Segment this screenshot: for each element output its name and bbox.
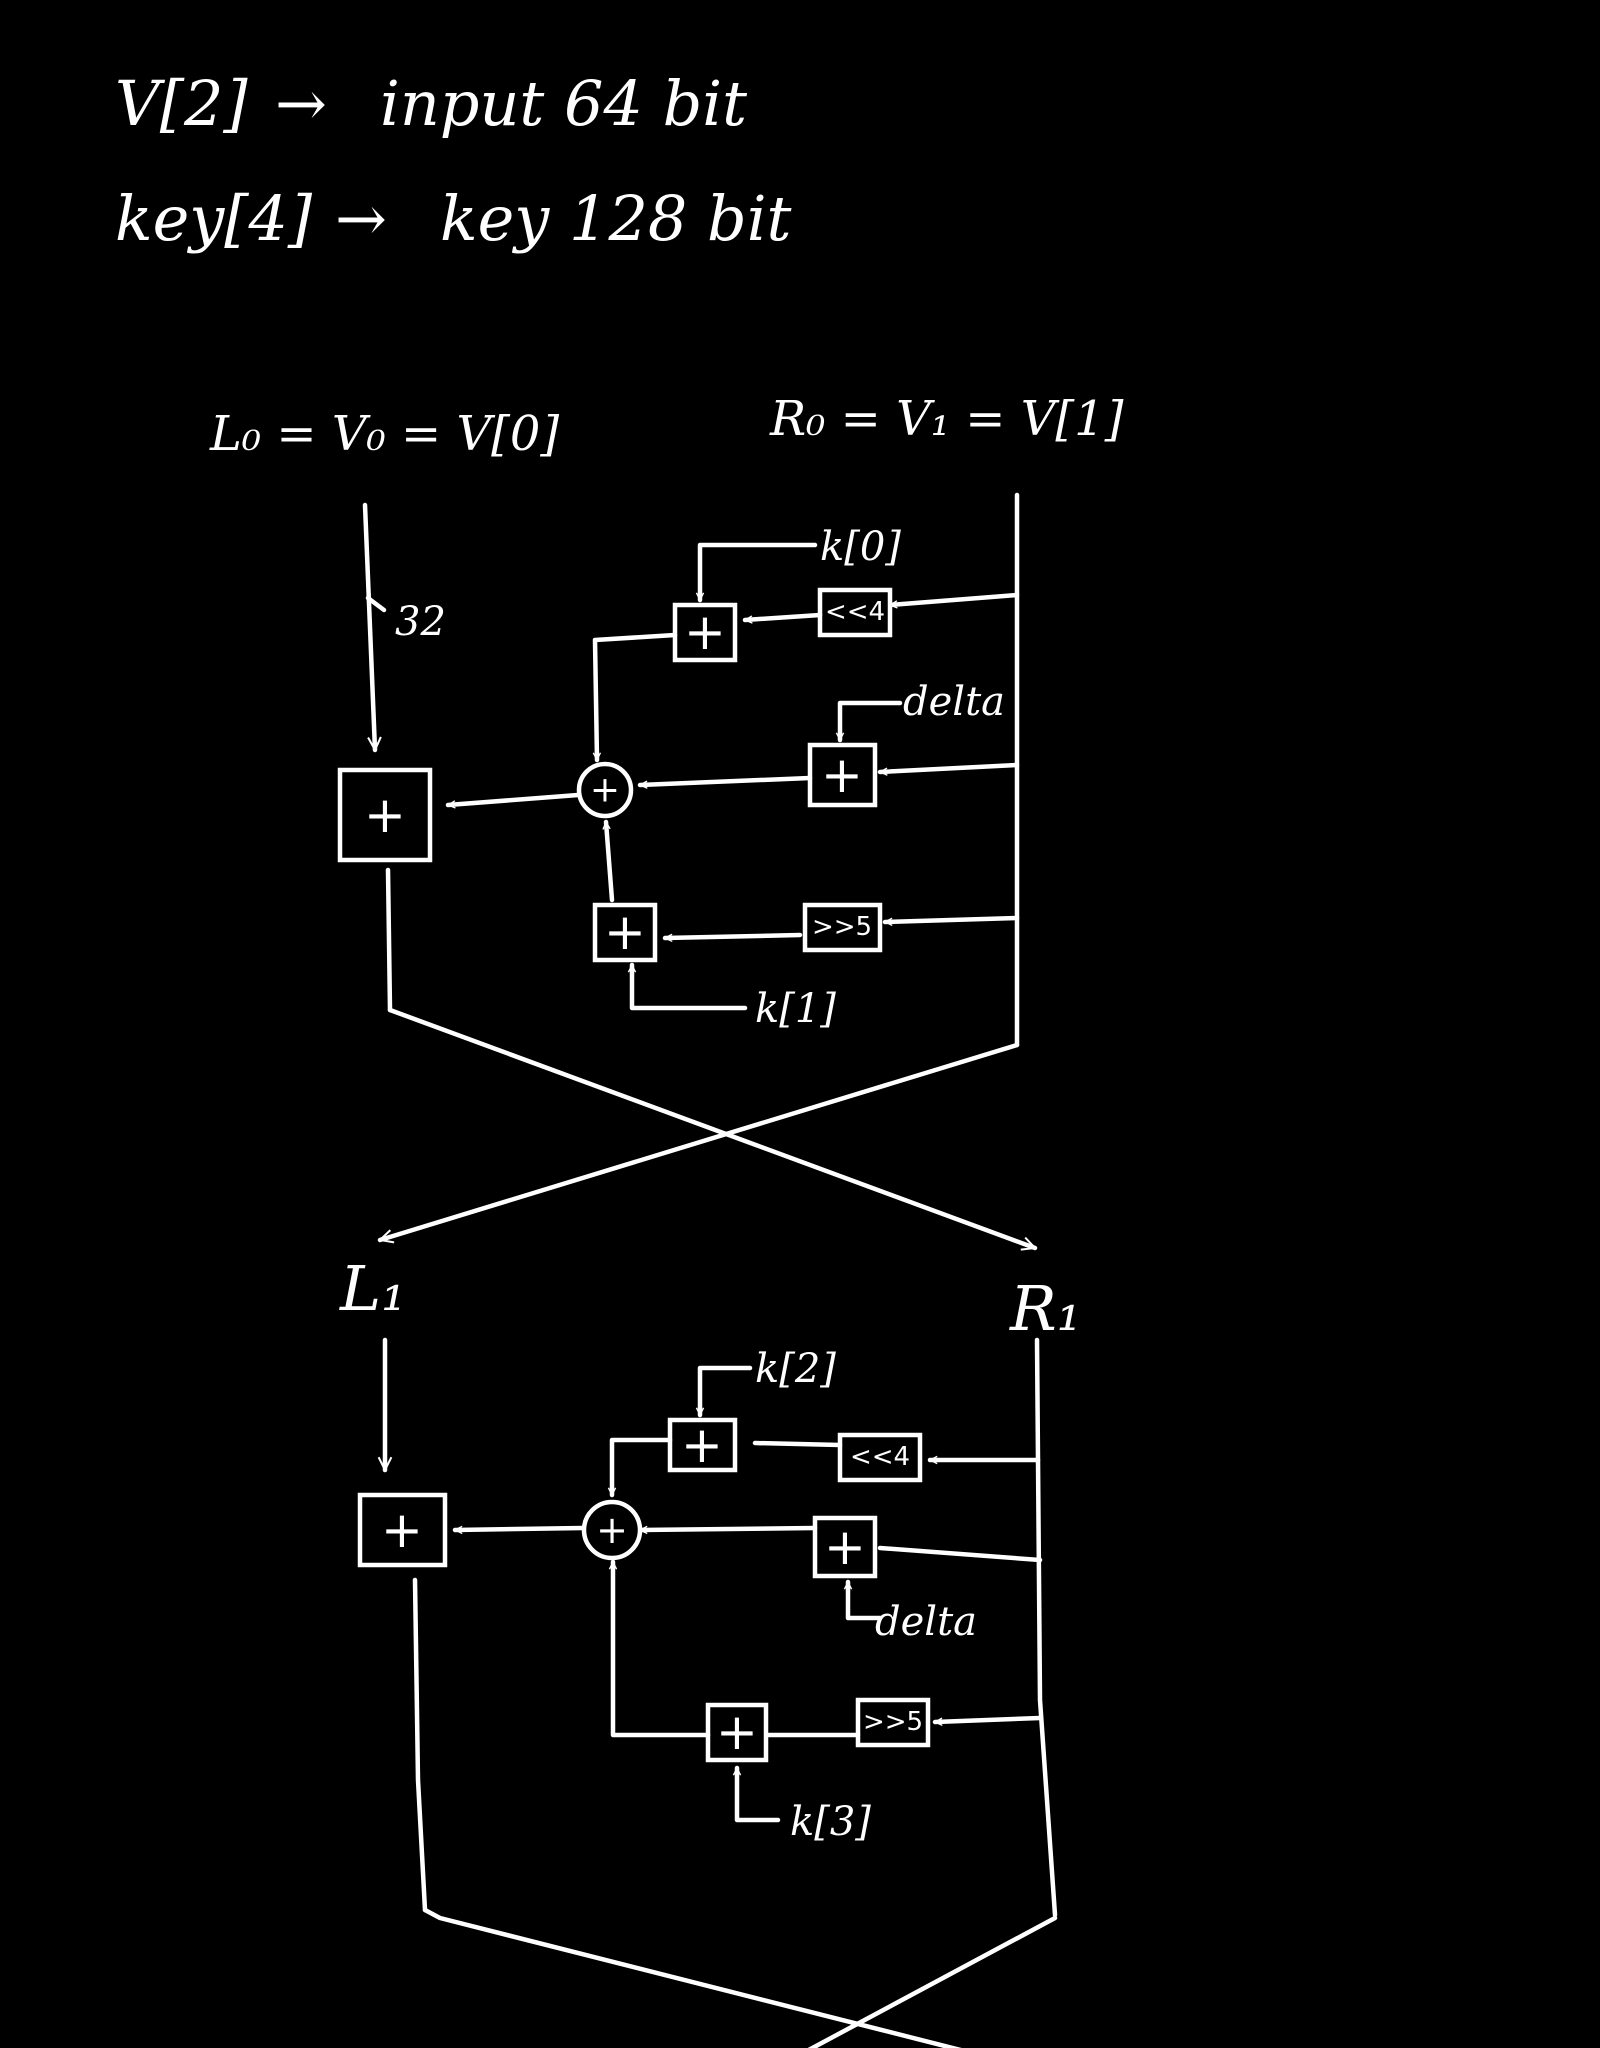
bus-width-label: 32 [395,599,446,645]
add-k2-to-xor-line [612,1437,673,1498]
k3-label: k[3] [790,1799,871,1845]
add-delta-to-xor-line [637,775,813,785]
l-adder-round2-output-line [412,1577,428,1913]
k0-label: k[0] [820,524,901,570]
add-k2-symbol: + [681,1416,723,1474]
add-delta-round2-symbol: + [824,1518,866,1576]
shl-to-add1-line [742,612,823,620]
shl-box-round2 [837,1432,923,1483]
l0-label: L₀ = V₀ = V[0] [209,406,559,462]
input-description: input 64 bit [380,67,747,140]
add-k1-to-xor-line [606,819,615,903]
k2-feed-line [700,1365,753,1418]
shl-to-add-k2-line [752,1440,843,1448]
add-k3-box [705,1702,769,1763]
swap-round2-line-a [422,1907,962,2048]
key-description: key 128 bit [440,182,792,255]
delta-label: delta [903,679,1005,725]
r0-label: R₀ = V₁ = V[1] [769,391,1124,447]
add-k1-box [592,902,658,963]
xor-symbol-round1: + [590,770,620,811]
l-adder-round2 [357,1492,448,1568]
add-delta-box [807,742,878,808]
k1-label: k[1] [755,986,836,1032]
shl-box-label: <<4 [825,597,885,627]
r1-to-add-delta-line [877,1545,1043,1563]
shr-box-label: >>5 [812,912,872,942]
swap-to-r1-line [387,1007,1038,1248]
r0-to-shr-line [882,915,1020,922]
add-k0-symbol: + [684,603,726,661]
r0-to-add-delta-line [877,762,1020,772]
xor-to-l-adder-round2-line [452,1528,586,1530]
key-arrow: → [335,182,387,255]
xor-symbol-round2: + [596,1508,628,1552]
add-k1-symbol: + [604,903,646,961]
k0-feed-line [700,542,818,603]
l1-label: L₁ [339,1252,406,1325]
delta-feed-round2-line [848,1579,883,1621]
r1-label: R₁ [1009,1272,1082,1345]
add-delta-symbol: + [821,746,863,804]
shr-to-add-line [662,932,803,938]
add-k0-to-xor-line [595,632,678,763]
add-k2-box [667,1417,738,1473]
xor-node-round1 [576,761,634,819]
key-var-label: key[4] [115,182,313,255]
r1-line [1034,1337,1058,1918]
l-adder-round1 [337,767,433,863]
shl-box [817,587,893,638]
shl-box-round2-label: <<4 [850,1442,910,1472]
add-delta-round2-box [812,1515,878,1579]
bus-width-tick [365,595,387,613]
k2-label: k[2] [755,1346,836,1392]
l-adder-output-line [385,867,393,1013]
add-delta-to-xor-round2-line [637,1528,818,1530]
l0-input-line [362,502,375,753]
r1-to-shr-line [932,1715,1043,1722]
l-adder-round1-symbol: + [364,786,406,844]
input-var-label: V[2] [115,67,248,140]
shr-box-round2 [855,1697,931,1748]
k3-feed-line [737,1765,781,1823]
input-arrow: → [275,67,327,140]
swap-to-l1-line [377,1042,1020,1240]
swap-round2-line-b [807,1915,1058,2048]
shr-box-round2-label: >>5 [863,1707,923,1737]
r0-to-shl-line [887,592,1020,605]
shr-box [802,902,883,953]
delta-round2-label: delta [875,1599,977,1645]
add-k3-to-xor-line [613,1559,711,1738]
xor-to-l-adder-line [445,792,581,805]
k1-feed-line [632,962,748,1011]
add-k0-box [672,602,738,663]
delta-feed-line [840,700,903,743]
add-k3-symbol: + [716,1703,758,1761]
l-adder-round2-symbol: + [381,1501,423,1559]
